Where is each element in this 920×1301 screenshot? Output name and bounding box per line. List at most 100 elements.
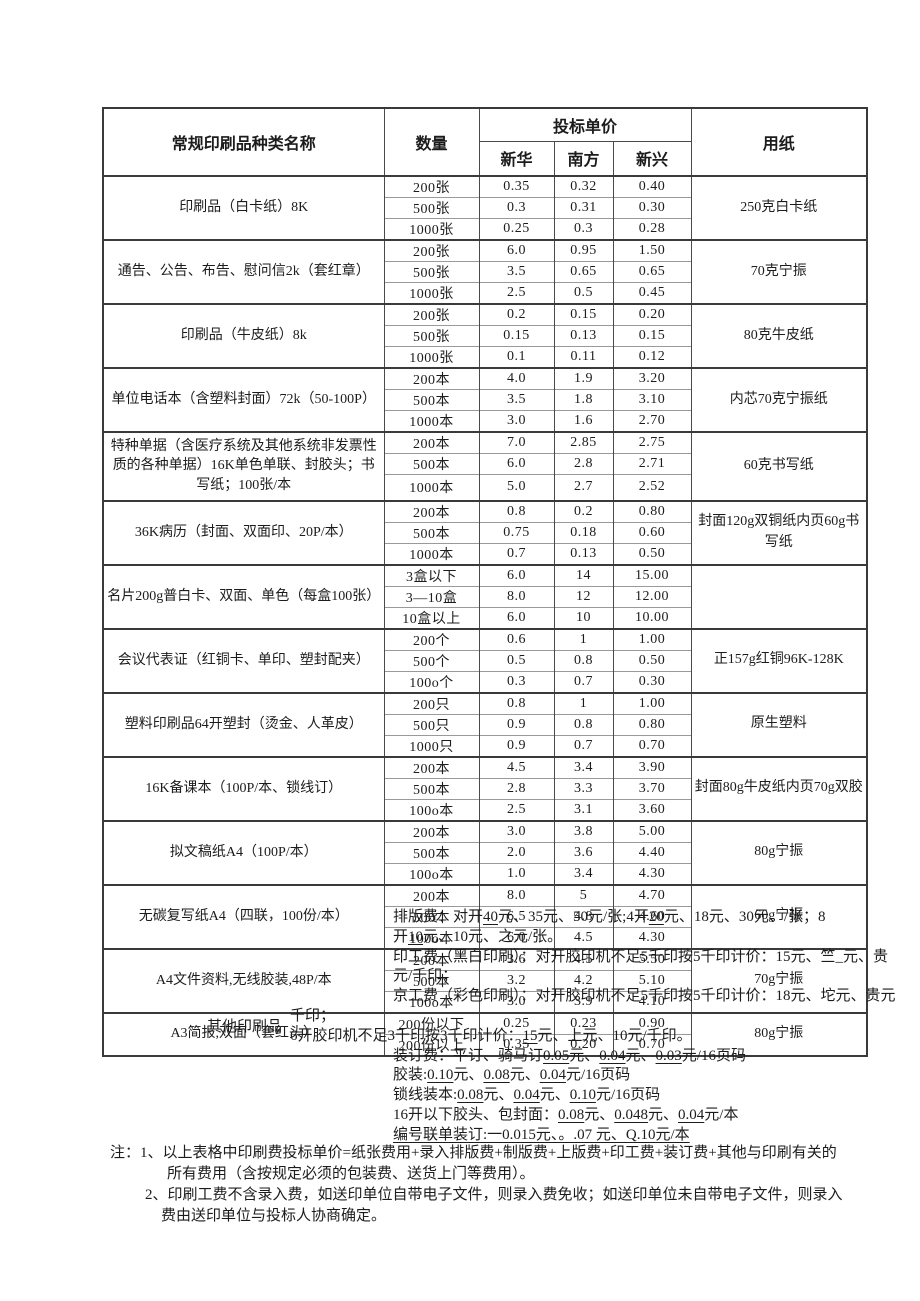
table-row: 500本 0.75 0.18 0.60 [103, 521, 867, 543]
price-cell: 10.00 [612, 606, 692, 629]
price-cell: 0.13 [553, 325, 614, 347]
fee-value-underlined: 0.04 [599, 1047, 626, 1064]
table-row: 500本 2.8 3.3 3.70 [103, 777, 867, 799]
fee-text: 元、 [453, 1067, 484, 1084]
price-cell: 0.70 [612, 1033, 692, 1056]
quantity-cell: 200本 [383, 431, 480, 454]
product-cell: 单位电话本（含塑料封面）72k（50-100P） [102, 367, 385, 432]
price-cell: 4.5 [553, 926, 614, 949]
fee-value-underlined: 0.08 [558, 1106, 585, 1123]
product-cell: 36K病历（封面、双面印、20P/本） [102, 499, 385, 565]
paper-cell [690, 563, 868, 629]
other-fee-line: 排版费：对开40元、35元、50元/张;4开20元、18元、30元、/张；8 [393, 908, 920, 928]
quantity-cell: 200本 [383, 499, 480, 522]
other-fee-line: 锁线装本:0.08元、0.04元、0.10元/16页码 [393, 1086, 920, 1106]
other-fee-line: 京工费（彩色印刷）：对开胶印机不足5千印按5千印计价：18元、坨元、贵元 [393, 987, 920, 1007]
fee-value-underlined: 10 [408, 928, 424, 945]
fee-value-underlined: 0.10 [569, 1087, 596, 1104]
product-cell: 印刷品（牛皮纸）8k [102, 303, 385, 368]
price-cell: 0.70 [612, 734, 692, 757]
price-cell: 6.0 [478, 926, 555, 949]
price-cell: 5.00 [612, 819, 692, 842]
quantity-cell: 10盒以上 [383, 606, 480, 629]
price-cell: 2.71 [612, 453, 692, 475]
header-quantity: 数量 [383, 108, 480, 177]
fee-text: 元/16页码 [565, 1067, 631, 1084]
price-cell: 3.6 [478, 947, 555, 970]
table-row: 16K备课本（100P/本、锁线订） 200本 4.5 3.4 3.90 封面80g牛皮纸… [102, 755, 868, 821]
table-row: 100o本 2.5 3.1 3.60 [103, 798, 867, 821]
price-cell: 0.60 [612, 521, 692, 543]
price-cell: 0.9 [478, 734, 555, 757]
price-cell: 0.65 [612, 261, 692, 283]
table-row: 500本 6.0 2.8 2.71 [103, 453, 867, 475]
table-row: 500本 6.5 4.8 4.60 [103, 905, 867, 927]
price-cell: 3.20 [612, 367, 692, 390]
table-row: 100o个 0.3 0.7 0.30 [103, 670, 867, 693]
price-cell: 0.28 [612, 218, 692, 240]
table-row: 500只 0.9 0.8 0.80 [103, 713, 867, 735]
price-cell: 0.95 [553, 239, 614, 262]
header-bidder-xinhua: 新华 [478, 141, 555, 177]
quantity-cell: 200份以下 [383, 1011, 480, 1034]
table-row: 1000张 0.1 0.11 0.12 [103, 346, 867, 368]
quantity-cell: 200份以上 [383, 1033, 480, 1056]
price-cell: 6.0 [478, 606, 555, 629]
product-cell: 特种单据（含医疗系统及其他系统非发票性质的各种单据）16K单色单联、封胶头；书写… [102, 431, 385, 501]
price-cell: 5.50 [612, 947, 692, 970]
other-fee-line: 胶装:0.10元、0.08元、0.04元/16页码 [393, 1066, 920, 1086]
quantity-cell: 500本 [383, 841, 480, 863]
paper-cell: 80克牛皮纸 [690, 303, 868, 368]
price-cell: 0.32 [553, 175, 614, 198]
price-cell: 4.8 [553, 905, 614, 927]
note-line: 2、印刷工费不含录入费，如送印单位自带电子文件，则录入费免收；如送印单位未自带电… [145, 1187, 843, 1203]
table-row: 500张 0.15 0.13 0.15 [103, 325, 867, 347]
fee-text: 元、 [483, 1087, 514, 1104]
table-row: 100o本 3.0 3.9 4.10 [103, 990, 867, 1013]
price-cell: 0.50 [612, 649, 692, 671]
price-cell: 4.2 [553, 969, 614, 991]
price-cell: 4.30 [612, 926, 692, 949]
price-cell: 0.25 [478, 1011, 555, 1034]
price-cell: 5.0 [478, 474, 555, 501]
product-cell: A4文件资料,无线胶装,48P/本 [102, 947, 385, 1013]
price-cell: 1.8 [553, 389, 614, 411]
paper-cell: 250克白卡纸 [690, 175, 868, 240]
price-cell: 0.3 [478, 197, 555, 219]
table-row: 500个 0.5 0.8 0.50 [103, 649, 867, 671]
fee-text: 京工费（彩色印刷）：对开胶印机不足5千印按5千印计价：18元、坨元、贵元 [393, 988, 896, 1005]
price-cell: 0.2 [553, 499, 614, 522]
fee-text: 元、上元、10元/千印。 [537, 1027, 692, 1044]
quantity-cell: 100o本 [383, 798, 480, 821]
price-cell: 0.35 [478, 1033, 555, 1056]
fee-value-underlined: 0.08 [457, 1087, 484, 1104]
quantity-cell: 1000本 [383, 410, 480, 432]
price-cell: 1.00 [612, 627, 692, 650]
table-row: 200份以上 0.35 0.20 0.70 [103, 1033, 867, 1056]
product-cell: 16K备课本（100P/本、锁线订） [102, 755, 385, 821]
header-bidder-xinxing: 新兴 [612, 141, 692, 177]
paper-cell: 80g宁振 [690, 1011, 868, 1056]
fee-text: 元、35元、50元/张;4开 [498, 909, 649, 925]
price-cell: 2.75 [612, 431, 692, 454]
product-cell: 拟文稿纸A4（100P/本） [102, 819, 385, 885]
product-cell: A3简报,双面（套红头） [102, 1011, 385, 1056]
price-table-header: 常规印刷品种类名称 数量 投标单价 用纸 新华 南方 新兴 [102, 108, 868, 177]
price-cell: 0.20 [612, 303, 692, 326]
price-cell: 1 [553, 627, 614, 650]
price-cell: 0.23 [553, 1011, 614, 1034]
price-cell: 10 [553, 606, 614, 629]
paper-cell: 正157g红铜96K-128K [690, 627, 868, 693]
price-cell: 0.30 [612, 197, 692, 219]
price-cell: 1.9 [553, 367, 614, 390]
quantity-cell: 100o本 [383, 990, 480, 1013]
price-cell: 3.5 [478, 261, 555, 283]
fee-text: 元、 [625, 1047, 656, 1064]
paper-cell: 原生塑料 [690, 691, 868, 757]
price-cell: 4.40 [612, 841, 692, 863]
other-fee-line: 6开胶印机不足3千印按3千印计价：15元、上元、10元/千印。 [290, 1027, 920, 1047]
price-cell: 0.30 [612, 670, 692, 693]
price-cell: 0.40 [612, 175, 692, 198]
quantity-cell: 200本 [383, 367, 480, 390]
header-bid-price: 投标单价 [478, 108, 692, 142]
